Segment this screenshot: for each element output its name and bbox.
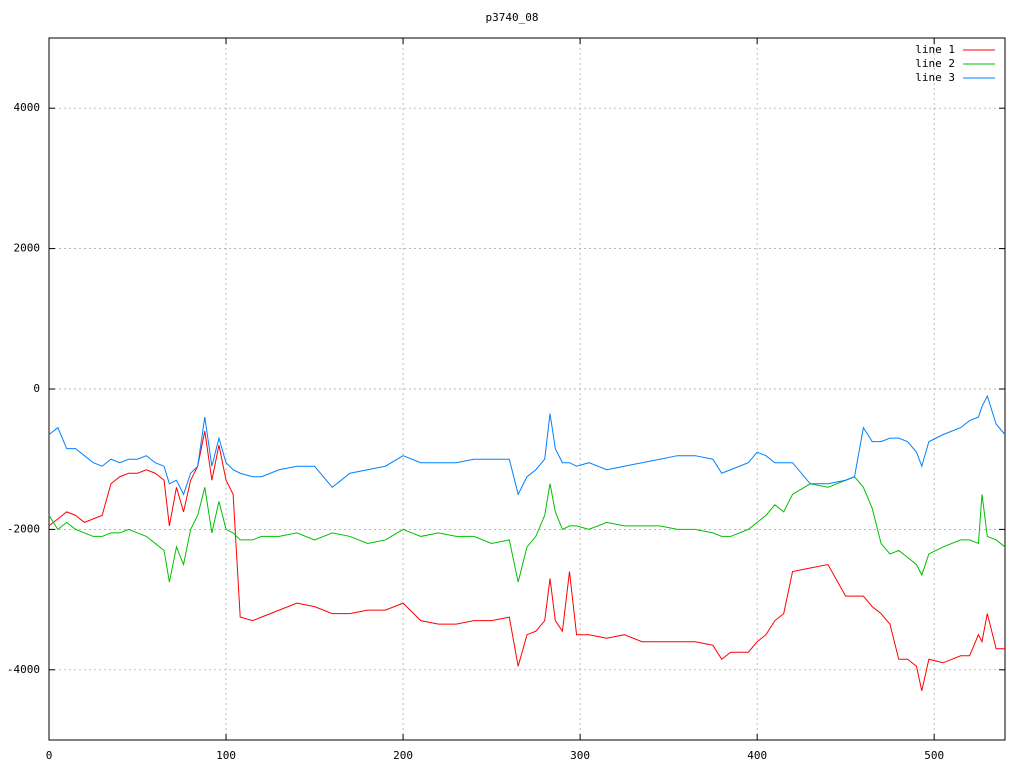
x-tick-label: 100 <box>216 749 236 762</box>
chart-title: p3740_08 <box>486 11 539 24</box>
y-tick-label: 0 <box>33 382 40 395</box>
plot-frame <box>48 37 1006 741</box>
x-tick-label: 200 <box>393 749 413 762</box>
data-line <box>48 431 1005 691</box>
y-tick-label: 4000 <box>14 101 41 114</box>
legend-label: line 3 <box>915 71 955 84</box>
data-line <box>48 476 1006 583</box>
y-tick-label: -4000 <box>7 663 40 676</box>
x-tick-label: 0 <box>46 749 53 762</box>
legend-label: line 1 <box>915 43 955 56</box>
x-tick-label: 500 <box>924 749 944 762</box>
legend-label: line 2 <box>915 57 955 70</box>
y-tick-label: -2000 <box>7 522 40 535</box>
x-tick-label: 400 <box>747 749 767 762</box>
x-tick-label: 300 <box>570 749 590 762</box>
y-tick-label: 2000 <box>14 242 41 255</box>
data-line <box>48 394 1006 496</box>
